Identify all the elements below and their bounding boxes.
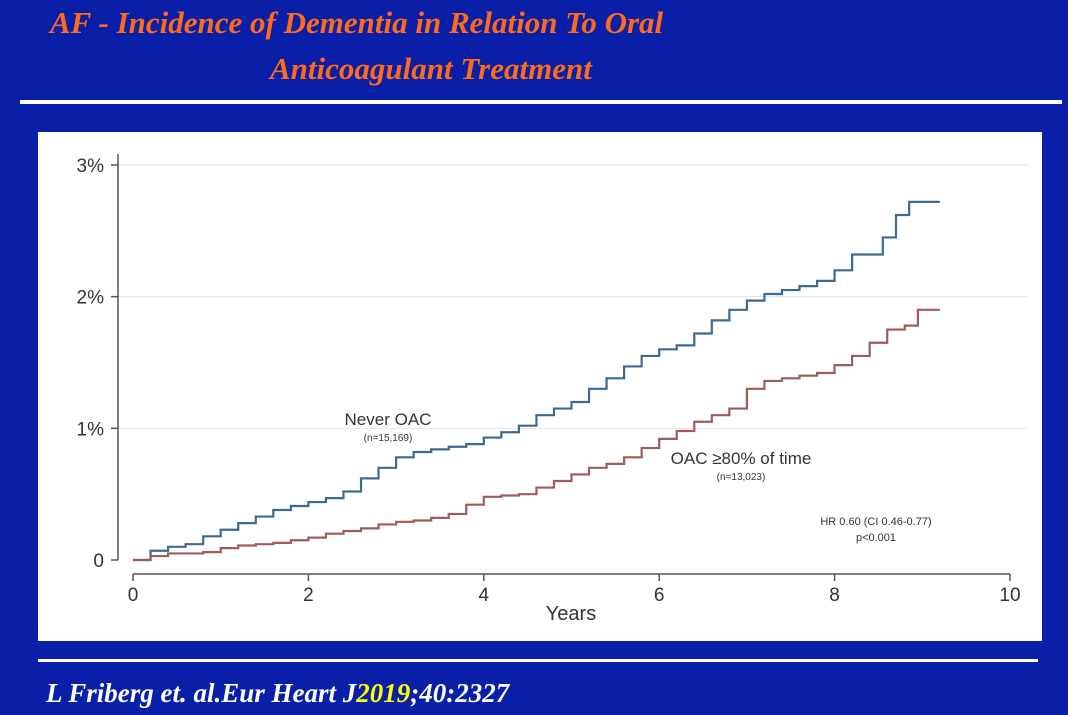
series-n-label-1: (n=13,023)	[717, 472, 766, 483]
series-n-label-0: (n=15,169)	[364, 433, 413, 444]
series-line-1	[133, 308, 940, 562]
x-tick-label-5: 10	[999, 585, 1020, 606]
annotation-1: p<0.001	[856, 532, 896, 544]
x-tick-label-2: 4	[479, 585, 490, 606]
title-divider	[20, 100, 1062, 104]
x-tick-label-0: 0	[128, 585, 139, 606]
series-label-0: Never OAC	[345, 410, 432, 429]
citation-authors-journal: L Friberg et. al.Eur Heart J	[46, 678, 357, 708]
footer-divider	[38, 659, 1038, 662]
x-axis-title: Years	[546, 603, 596, 625]
y-tick-label-3: 3%	[77, 156, 105, 177]
x-tick-label-4: 8	[829, 585, 840, 606]
annotation-0: HR 0.60 (CI 0.46-0.77)	[820, 516, 931, 528]
y-tick-label-1: 1%	[77, 419, 105, 440]
kaplan-meier-chart: 0 1% 2% 3% 0 2 4 6 8 10 Years Never OAC (n=15,169) OA…	[77, 154, 1028, 625]
x-tick-label-3: 6	[654, 585, 665, 606]
citation-year: 2019	[356, 678, 411, 708]
citation-volume-pages: ;40:2327	[410, 678, 510, 708]
slide-title-line-2: Anticoagulant Treatment	[270, 51, 592, 86]
series-label-1: OAC ≥80% of time	[671, 449, 812, 468]
citation: L Friberg et. al.Eur Heart J2019;40:2327	[46, 678, 509, 709]
slide-title-line-1: AF - Incidence of Dementia in Relation T…	[50, 5, 664, 40]
y-tick-label-2: 2%	[77, 288, 105, 309]
x-tick-label-1: 2	[303, 585, 314, 606]
chart-panel: 0 1% 2% 3% 0 2 4 6 8 10 Years Never OAC (n=15,169) OA…	[38, 132, 1042, 641]
y-tick-label-0: 0	[93, 551, 104, 572]
series-line-0	[133, 200, 940, 562]
